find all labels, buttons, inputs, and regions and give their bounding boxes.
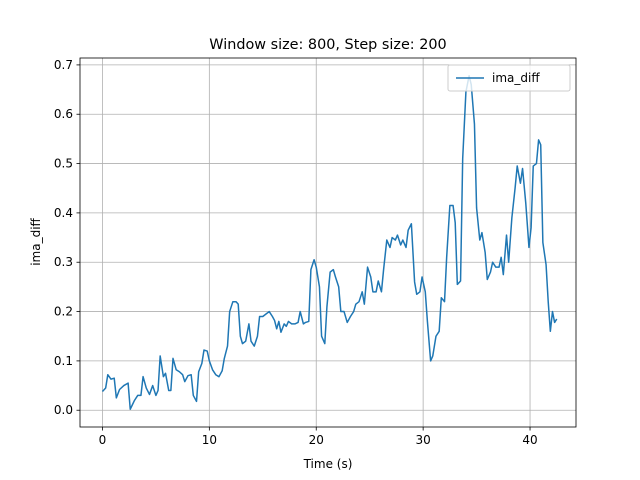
x-tick-label: 10 (202, 433, 217, 447)
y-tick-label: 0.3 (54, 255, 73, 269)
x-axis-label: Time (s) (303, 457, 353, 471)
x-tick-label: 40 (522, 433, 537, 447)
x-tick-label: 30 (415, 433, 430, 447)
y-tick-label: 0.0 (54, 403, 73, 417)
axes-frame (79, 57, 577, 428)
x-tick-label: 20 (309, 433, 324, 447)
x-tick-label: 0 (99, 433, 107, 447)
y-axis-label: ima_diff (29, 217, 43, 265)
y-tick-label: 0.5 (54, 157, 73, 171)
data-line (101, 75, 558, 410)
legend-box (447, 64, 571, 92)
chart-title: Window size: 800, Step size: 200 (209, 37, 446, 53)
legend-label: ima_diff (492, 71, 540, 85)
y-tick-label: 0.1 (54, 354, 73, 368)
y-tick-label: 0.2 (54, 305, 73, 319)
y-tick-label: 0.7 (54, 58, 73, 72)
y-tick-label: 0.6 (54, 107, 73, 121)
y-tick-label: 0.4 (54, 206, 73, 220)
